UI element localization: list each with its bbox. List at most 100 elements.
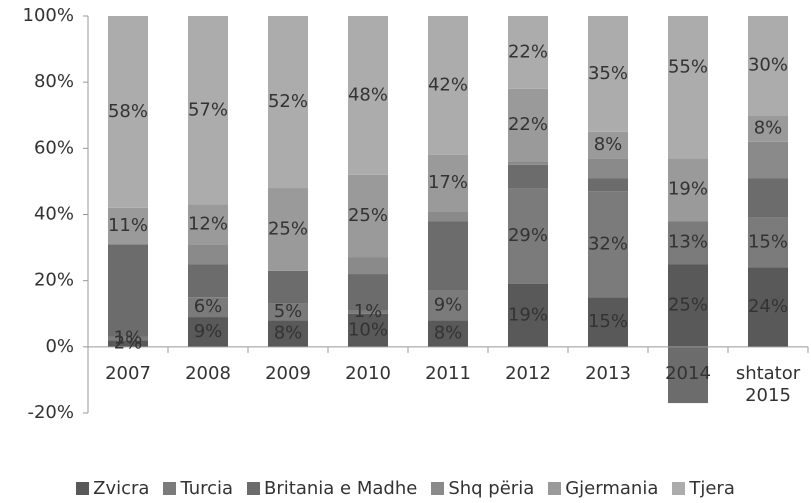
x-tick-label: 2012 [505, 362, 551, 384]
bar-segment [348, 310, 388, 314]
bar-segment [268, 303, 308, 321]
legend-swatch [163, 482, 177, 495]
bar-segment [428, 154, 468, 212]
data-label: 6% [194, 296, 223, 317]
bar-segment [588, 16, 628, 132]
bar-segment [348, 257, 388, 275]
data-label: 8% [274, 323, 303, 344]
bar-segment [588, 131, 628, 159]
bar-segment [108, 207, 148, 245]
y-tick-label: 20% [34, 270, 74, 291]
data-label: 8% [434, 323, 463, 344]
legend-item: Turcia [163, 478, 233, 499]
legend-item: Tjera [672, 478, 735, 499]
data-label: 9% [434, 294, 463, 315]
bar-segment [188, 244, 228, 265]
data-label: 19% [508, 304, 548, 325]
bar-segment [188, 204, 228, 245]
bar-segment [348, 274, 388, 311]
legend-swatch [431, 482, 445, 495]
y-tick-label: 60% [34, 137, 74, 158]
y-tick-label: -20% [27, 402, 74, 423]
bar-segment [508, 164, 548, 189]
bar-segment [508, 161, 548, 165]
bar-segment [748, 217, 788, 268]
x-tick-label: 2013 [585, 362, 631, 384]
bar-segment [108, 336, 148, 341]
data-label: 9% [194, 321, 223, 342]
data-label: 10% [348, 319, 388, 340]
bar-segment [748, 267, 788, 347]
legend-item: Zvicra [76, 478, 149, 499]
y-tick-label: 0% [45, 336, 74, 357]
x-tick-label: 2014 [665, 362, 711, 384]
bar-segment [748, 141, 788, 179]
bar-segment [268, 320, 308, 347]
bar-segment [588, 297, 628, 347]
x-tick-label: 2011 [425, 362, 471, 384]
data-label: 52% [268, 91, 308, 112]
bar-segment [348, 16, 388, 175]
legend-label: Turcia [180, 478, 234, 499]
data-label: 25% [268, 218, 308, 239]
bar-segment [668, 16, 708, 159]
data-label: 1% [354, 301, 383, 322]
data-label: 22% [508, 41, 548, 62]
legend-swatch [247, 482, 261, 495]
data-label: 25% [668, 294, 708, 315]
bar-segment [428, 290, 468, 321]
legend-label: Shq përia [448, 478, 535, 499]
data-label: 42% [428, 74, 468, 95]
bar-segment [748, 115, 788, 142]
bar-segment [668, 158, 708, 222]
data-label: 57% [188, 99, 228, 120]
bar-segment [588, 158, 628, 179]
bar-segment [268, 270, 308, 304]
x-tick-label: 2008 [185, 362, 231, 384]
data-label: 30% [748, 55, 788, 76]
data-label: 29% [508, 225, 548, 246]
data-label: 12% [188, 213, 228, 234]
y-tick-label: 80% [34, 71, 74, 92]
data-label: 22% [508, 114, 548, 135]
bar-segment [108, 244, 148, 337]
data-label: 13% [668, 232, 708, 253]
data-label: 58% [108, 101, 148, 122]
legend-swatch [672, 482, 686, 495]
x-tick-label: shtator 2015 [735, 362, 801, 406]
bar-segment [188, 264, 228, 298]
bar-segment [428, 211, 468, 222]
x-tick-label: 2007 [105, 362, 151, 384]
data-label: 2% [114, 333, 143, 354]
legend-swatch [548, 482, 562, 495]
bar-segment [428, 16, 468, 155]
data-label: 35% [588, 63, 628, 84]
legend: Zvicra Turcia Britania e Madhe Shq përia Gje… [0, 478, 811, 499]
legend-label: Zvicra [93, 478, 150, 499]
legend-label: Britania e Madhe [264, 478, 418, 499]
bar-segment [508, 283, 548, 347]
data-label: 5% [274, 301, 303, 322]
data-label: 25% [348, 205, 388, 226]
legend-label: Tjera [689, 478, 735, 499]
data-label: 32% [588, 233, 628, 254]
bar-segment [348, 174, 388, 258]
data-label: 1% [114, 328, 143, 349]
data-label: 24% [748, 296, 788, 317]
bar-segment [508, 16, 548, 89]
legend-item: Shq përia [431, 478, 534, 499]
data-label: 11% [108, 215, 148, 236]
bar-segment [428, 221, 468, 291]
y-tick-label: 100% [23, 5, 74, 26]
bar-segment [188, 297, 228, 318]
x-tick-label: 2009 [265, 362, 311, 384]
bar-segment [748, 16, 788, 116]
bar-segment [428, 320, 468, 347]
bar-segment [668, 264, 708, 347]
chart: -20%0%20%40%60%80%100%2%1%11%58%9%6%12%5… [23, 5, 809, 423]
bar-segment [588, 178, 628, 192]
bar-segment [188, 317, 228, 347]
bar-segment [668, 346, 708, 404]
bar-segment [108, 16, 148, 208]
bar-segment [588, 191, 628, 298]
